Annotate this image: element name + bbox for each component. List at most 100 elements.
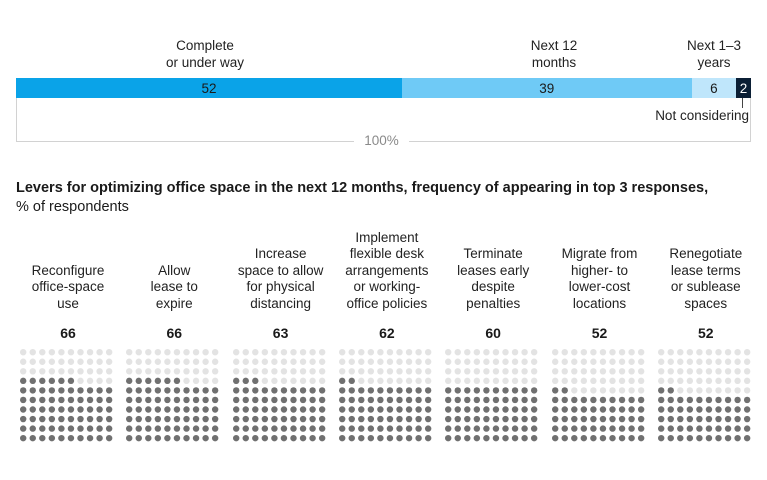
dot-empty: [454, 377, 462, 385]
dot-filled: [261, 396, 268, 404]
dot-filled: [464, 415, 471, 423]
dot-empty: [589, 377, 597, 385]
dot-empty: [29, 349, 36, 356]
dot-filled: [386, 415, 394, 423]
lever-label: Allow lease to expire: [118, 263, 230, 313]
dot-filled: [77, 406, 84, 413]
dot-filled: [289, 396, 297, 404]
dot-empty: [676, 377, 684, 385]
dot-filled: [512, 387, 519, 394]
dot-empty: [415, 358, 422, 365]
dot-filled: [308, 425, 316, 432]
dot-empty: [396, 377, 403, 385]
dot-empty: [357, 358, 365, 365]
dot-filled: [348, 415, 355, 423]
dot-filled: [483, 415, 490, 423]
dot-filled: [561, 387, 568, 394]
dot-filled: [348, 406, 355, 413]
dot-empty: [608, 349, 616, 356]
dot-filled: [405, 387, 413, 394]
dot-empty: [405, 368, 413, 375]
dot-filled: [338, 396, 346, 404]
lever-label-line: or working-: [353, 279, 421, 294]
dot-filled: [743, 415, 751, 423]
segment-label-line: Next 1–3: [686, 38, 742, 53]
dot-filled: [657, 415, 665, 423]
dot-empty: [299, 349, 306, 356]
dot-empty: [724, 349, 732, 356]
dot-filled: [405, 415, 413, 423]
dot-empty: [454, 368, 462, 375]
dot-filled: [454, 396, 462, 404]
dot-filled: [154, 377, 162, 385]
dot-filled: [270, 425, 278, 432]
dot-empty: [445, 358, 452, 365]
dot-filled: [734, 406, 741, 413]
dot-filled: [695, 396, 703, 404]
dot-filled: [232, 377, 239, 385]
dot-empty: [445, 377, 452, 385]
dot-empty: [261, 349, 268, 356]
dot-empty: [512, 358, 519, 365]
dot-empty: [270, 377, 278, 385]
dot-empty: [212, 349, 219, 356]
dot-filled: [599, 396, 606, 404]
bar-frame-bottom: [409, 141, 751, 142]
dot-empty: [415, 368, 422, 375]
dot-empty: [667, 349, 674, 356]
dot-empty: [667, 368, 674, 375]
dot-empty: [289, 368, 297, 375]
dot-empty: [599, 349, 606, 356]
dot-empty: [599, 387, 606, 394]
dot-filled: [657, 425, 665, 432]
lever-label-line: locations: [572, 295, 627, 311]
dot-filled: [405, 434, 413, 442]
dot-filled: [67, 434, 75, 442]
dot-empty: [705, 387, 712, 394]
dot-filled: [695, 434, 703, 442]
dot-filled: [261, 387, 268, 394]
dot-filled: [58, 377, 65, 385]
dot-filled: [299, 406, 306, 413]
dot-filled: [193, 425, 200, 432]
dot-filled: [77, 396, 84, 404]
dot-filled: [657, 387, 665, 394]
dot-filled: [502, 425, 509, 432]
dot-filled: [705, 406, 712, 413]
dot-empty: [367, 377, 374, 385]
dot-filled: [251, 434, 259, 442]
dot-filled: [348, 396, 355, 404]
dot-empty: [348, 349, 355, 356]
dot-filled: [357, 396, 365, 404]
dot-empty: [77, 368, 84, 375]
dot-empty: [743, 377, 751, 385]
dot-filled: [174, 396, 181, 404]
dot-filled: [242, 387, 249, 394]
dot-filled: [424, 425, 432, 432]
dot-filled: [193, 406, 200, 413]
dot-empty: [483, 349, 490, 356]
dot-empty: [39, 349, 46, 356]
dot-filled: [280, 434, 287, 442]
dot-filled: [251, 415, 259, 423]
dot-filled: [627, 425, 635, 432]
dot-filled: [424, 415, 432, 423]
dot-filled: [164, 406, 171, 413]
lever-value: 63: [272, 325, 289, 341]
dot-empty: [521, 368, 528, 375]
dot-empty: [396, 349, 403, 356]
dot-empty: [637, 368, 644, 375]
dot-filled: [608, 425, 616, 432]
dot-empty: [618, 377, 625, 385]
dot-empty: [589, 387, 597, 394]
dot-filled: [29, 387, 36, 394]
dot-empty: [734, 387, 741, 394]
dot-filled: [270, 406, 278, 413]
dot-filled: [164, 396, 171, 404]
dot-filled: [212, 415, 219, 423]
dot-filled: [502, 434, 509, 442]
dot-filled: [531, 406, 538, 413]
dot-filled: [48, 396, 56, 404]
dot-empty: [299, 358, 306, 365]
dot-empty: [251, 349, 259, 356]
